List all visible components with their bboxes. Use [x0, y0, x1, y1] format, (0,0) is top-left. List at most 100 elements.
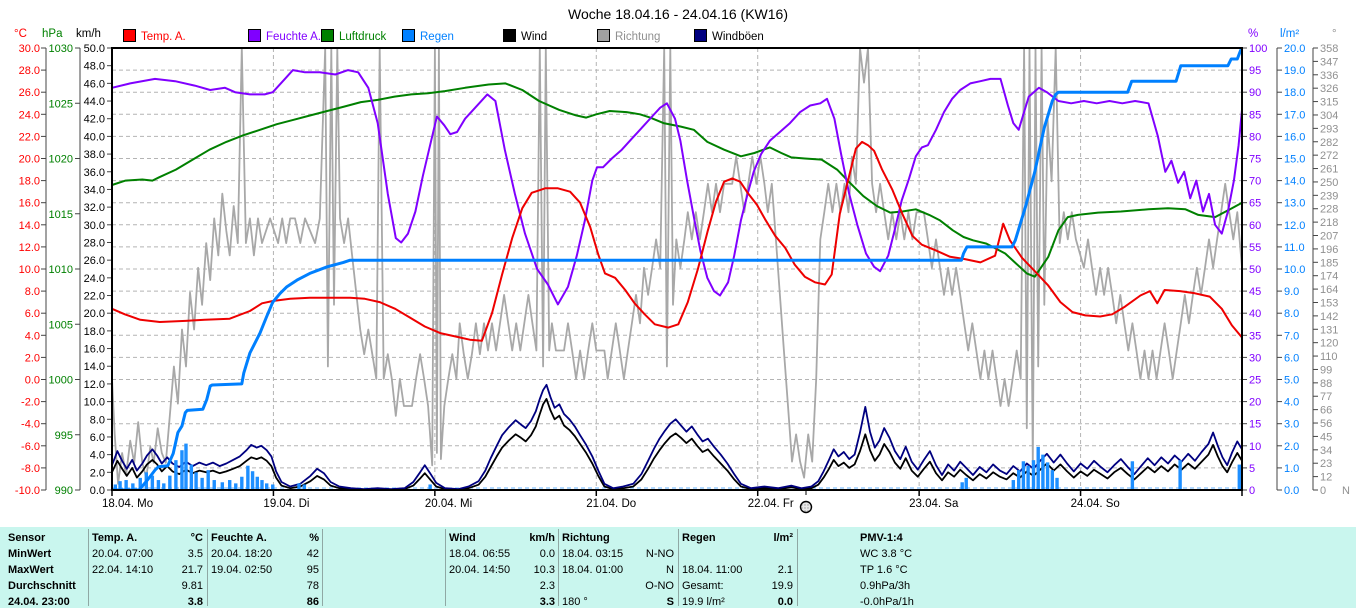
rain-bar — [1055, 477, 1059, 490]
day-label: 24.04. So — [1071, 498, 1120, 510]
table-cell-date: 18.04. 11:00 — [682, 564, 743, 576]
day-label: 19.04. Di — [263, 498, 309, 510]
tick-label: 34 — [1320, 445, 1332, 457]
tick-label: 0.0 — [1284, 485, 1299, 497]
tick-label: 1005 — [49, 319, 73, 331]
series-Luftdruck — [111, 82, 1243, 278]
rain-bar — [1045, 462, 1050, 490]
rain-bar — [194, 472, 198, 490]
tick-label: 358 — [1320, 43, 1338, 55]
tick-label: 0.0 — [90, 485, 105, 497]
tick-label: 239 — [1320, 190, 1338, 202]
rain-bar — [113, 484, 118, 490]
tick-label: 261 — [1320, 164, 1338, 176]
tick-label: 26.0 — [19, 87, 40, 99]
table-cell-value: S — [666, 596, 674, 608]
rain-bar — [162, 483, 166, 490]
tick-label: 50 — [1249, 264, 1261, 276]
table-col-header: Richtung — [562, 532, 610, 544]
tick-label: 3.0 — [1284, 419, 1299, 431]
axis-header-kmh: km/h — [76, 28, 101, 40]
legend-item-wind: Wind — [503, 29, 548, 43]
tick-label: 38.0 — [84, 149, 105, 161]
legend-label: Luftdruck — [339, 31, 387, 43]
rain-bar — [265, 483, 269, 490]
table-cell-value: 19.9 — [771, 580, 793, 592]
rain-bar — [212, 480, 216, 490]
legend-label: Wind — [521, 31, 548, 43]
table-cell-value: 3.8 — [187, 596, 203, 608]
tick-label: 4.0 — [90, 450, 105, 462]
axis-header-percent: % — [1248, 28, 1259, 40]
table-cell-date: 18.04. 01:00 — [562, 564, 624, 576]
day-label: 20.04. Mi — [425, 498, 472, 510]
legend-label: Windböen — [712, 31, 764, 43]
tick-label: 28.0 — [84, 237, 105, 249]
table-cell-value: O-NO — [645, 580, 674, 592]
tick-label: 80 — [1249, 131, 1261, 143]
tick-label: 142 — [1320, 311, 1338, 323]
table-cell-value: 0.0 — [777, 596, 793, 608]
tick-label: 95 — [1249, 65, 1261, 77]
rain-bar — [168, 475, 172, 490]
rain-bar — [960, 482, 964, 490]
tick-label: 22.0 — [84, 291, 105, 303]
tick-label: 5.0 — [1284, 375, 1299, 387]
table-cell-value: WC 3.8 °C — [860, 548, 913, 560]
tick-label: 46.0 — [84, 78, 105, 90]
tick-label: 36.0 — [84, 167, 105, 179]
series-Windböen — [111, 383, 1243, 491]
legend-label: Feuchte A. — [266, 31, 321, 43]
rain-bar — [1036, 446, 1040, 490]
tick-label: 30.0 — [19, 43, 40, 55]
rain-bar — [156, 480, 161, 490]
table-cell-date: 18.04. 03:15 — [562, 548, 624, 560]
tick-label: 12.0 — [1284, 220, 1305, 232]
tick-label: 16.0 — [19, 198, 40, 210]
humidity-swatch-icon — [248, 29, 261, 42]
table-cell-value: -0.0hPa/1h — [860, 596, 914, 608]
tick-label: 13.0 — [1284, 198, 1305, 210]
table-row-label: MaxWert — [8, 564, 54, 576]
tick-label: 185 — [1320, 257, 1338, 269]
tick-label: 48.0 — [84, 61, 105, 73]
tick-label: 66 — [1320, 405, 1332, 417]
tick-label: 18.0 — [19, 176, 40, 188]
tick-label: 174 — [1320, 271, 1338, 283]
tick-label: 6.0 — [1284, 352, 1299, 364]
tick-label: 45 — [1320, 431, 1332, 443]
tick-label: 990 — [55, 485, 73, 497]
tick-label: 34.0 — [84, 184, 105, 196]
weather-chart: 30.0 28.0 26.0 24.0 22.0 20.0 18.0 16.0 14.0 12.0… — [15, 43, 1350, 514]
tick-label: 30.0 — [84, 220, 105, 232]
tick-label: 90 — [1249, 87, 1261, 99]
tick-label: 10.0 — [1284, 264, 1305, 276]
rain-bar — [124, 480, 128, 490]
legend-item-pressure: Luftdruck — [321, 29, 387, 43]
tick-label: 23 — [1320, 458, 1332, 470]
rain-bar — [297, 483, 301, 490]
direction-swatch-icon — [597, 29, 610, 42]
day-label: 21.04. Do — [586, 498, 636, 510]
axis-header-degrees: ° — [1332, 28, 1337, 40]
tick-label: 10.0 — [84, 397, 105, 409]
day-label: 18.04. Mo — [102, 498, 153, 510]
table-divider — [322, 529, 323, 606]
rain-bar — [964, 477, 968, 490]
rain-bar — [1026, 465, 1030, 490]
table-cell-date: 19.04. 02:50 — [211, 564, 273, 576]
table-col-unit: km/h — [529, 532, 555, 544]
table-cell-value: 42 — [306, 548, 319, 560]
tick-label: 6.0 — [90, 432, 105, 444]
temp-swatch-icon — [123, 29, 136, 42]
tick-label: 30 — [1249, 352, 1261, 364]
tick-label: -4.0 — [21, 419, 40, 431]
tick-label: 1025 — [49, 98, 73, 110]
tick-label: 26.0 — [84, 255, 105, 267]
legend-label: Richtung — [615, 31, 661, 43]
table-divider — [558, 529, 559, 606]
rain-bar — [184, 443, 188, 490]
table-divider — [207, 529, 208, 606]
tick-label: 1015 — [49, 209, 73, 221]
tick-label: 7.0 — [1284, 330, 1299, 342]
